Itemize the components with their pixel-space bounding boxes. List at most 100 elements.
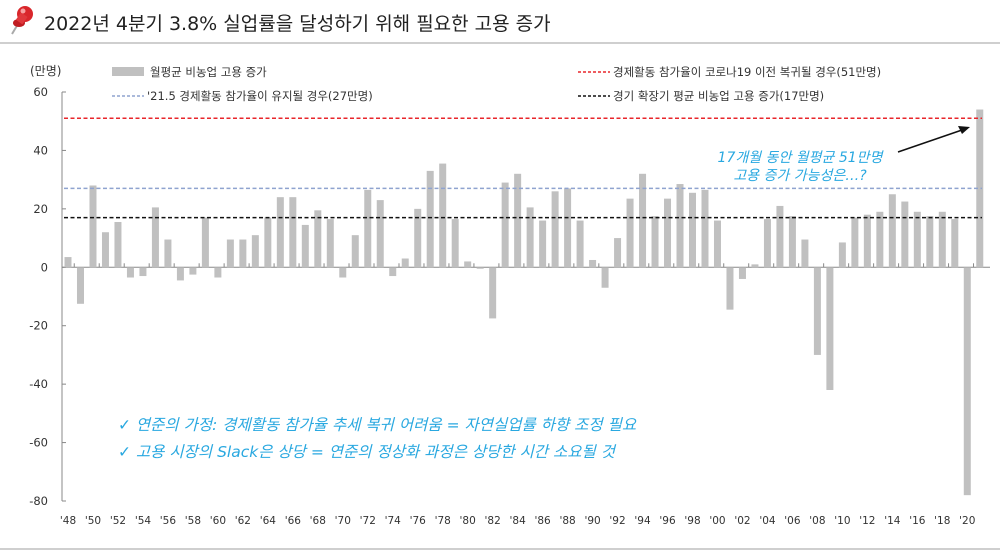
bar-2005 xyxy=(776,205,784,268)
x-tick-label: '14 xyxy=(884,515,901,527)
bar-2008 xyxy=(813,267,821,355)
bar-1957 xyxy=(176,267,184,281)
x-tick-label: '96 xyxy=(659,515,676,527)
x-tick-label: '04 xyxy=(759,515,776,527)
bar-2004 xyxy=(763,219,771,268)
x-tick-label: '62 xyxy=(235,515,251,527)
bar-1963 xyxy=(251,235,259,268)
bar-1948 xyxy=(64,257,72,268)
bar-2002 xyxy=(738,267,746,279)
notes: ✓ 연준의 가정: 경제활동 참가율 추세 복귀 어려움 = 자연실업률 하향 … xyxy=(118,416,637,461)
bar-1988 xyxy=(564,188,572,268)
bar-1965 xyxy=(276,197,284,268)
bar-1989 xyxy=(576,220,584,268)
y-tick-label: 0 xyxy=(41,260,48,274)
bar-1995 xyxy=(651,216,659,268)
bar-1996 xyxy=(664,198,672,268)
bar-1976 xyxy=(414,208,422,268)
bar-1973 xyxy=(376,200,384,268)
x-tick-label: '72 xyxy=(360,515,376,527)
x-tick-label: '50 xyxy=(85,515,101,527)
bar-1959 xyxy=(201,217,209,268)
y-tick-label: 60 xyxy=(33,85,48,99)
legend-swatch-bars xyxy=(112,67,144,76)
x-tick-label: '12 xyxy=(859,515,875,527)
bar-2001 xyxy=(726,267,734,310)
bar-2017 xyxy=(926,216,934,268)
bar-1977 xyxy=(426,170,434,268)
bar-1997 xyxy=(676,184,684,268)
y-tick-label: 40 xyxy=(33,143,48,157)
bar-2019 xyxy=(951,219,959,268)
legend-label-red: 경제활동 참가율이 코로나19 이전 복귀될 경우(51만명) xyxy=(613,65,881,79)
bar-1964 xyxy=(264,217,272,268)
bar-1972 xyxy=(364,189,372,268)
x-tick-label: '56 xyxy=(160,515,177,527)
x-tick-label: '64 xyxy=(260,515,277,527)
bar-1970 xyxy=(339,267,347,278)
bar-1979 xyxy=(451,219,459,268)
bar-1962 xyxy=(239,239,247,268)
y-tick-label: -20 xyxy=(29,319,48,333)
bar-1960 xyxy=(214,267,222,278)
x-tick-label: '48 xyxy=(60,515,76,527)
bar-2015 xyxy=(901,201,909,268)
bar-1954 xyxy=(139,267,147,277)
bar-2006 xyxy=(788,216,796,268)
bar-1993 xyxy=(626,198,634,268)
x-tick-label: '00 xyxy=(709,515,725,527)
bar-1953 xyxy=(126,267,134,278)
legend: 월평균 비농업 고용 증가 경제활동 참가율이 코로나19 이전 복귀될 경우(… xyxy=(112,65,881,103)
x-tick-label: '98 xyxy=(684,515,700,527)
bar-2014 xyxy=(888,194,896,268)
bar-2021 xyxy=(976,109,984,268)
bar-1951 xyxy=(101,232,109,268)
annotation-arrow xyxy=(897,129,963,153)
bar-1999 xyxy=(701,189,709,268)
bar-1969 xyxy=(326,219,334,268)
bar-1966 xyxy=(289,197,297,268)
bar-1998 xyxy=(689,192,696,268)
x-tick-label: '70 xyxy=(335,515,351,527)
legend-label-blue: '21.5 경제활동 참가율이 유지될 경우(27만명) xyxy=(147,89,373,103)
x-tick-label: '74 xyxy=(385,515,402,527)
bar-1971 xyxy=(351,235,359,268)
x-tick-label: '76 xyxy=(410,515,427,527)
x-tick-label: '54 xyxy=(135,515,152,527)
x-tick-label: '10 xyxy=(834,515,850,527)
x-tick-label: '88 xyxy=(559,515,575,527)
x-tick-label: '90 xyxy=(584,515,600,527)
pushpin-icon xyxy=(11,6,33,35)
bar-1978 xyxy=(439,163,447,268)
page-title: 2022년 4분기 3.8% 실업률을 달성하기 위해 필요한 고용 증가 xyxy=(44,13,551,35)
x-tick-label: '02 xyxy=(734,515,750,527)
bar-2007 xyxy=(801,239,809,268)
bar-2012 xyxy=(863,214,871,268)
x-tick-label: '66 xyxy=(285,515,302,527)
bar-1981 xyxy=(476,267,484,269)
bar-1975 xyxy=(401,258,409,268)
bar-1950 xyxy=(89,185,97,268)
note-1: ✓ 연준의 가정: 경제활동 참가율 추세 복귀 어려움 = 자연실업률 하향 … xyxy=(118,416,637,434)
x-tick-label: '60 xyxy=(210,515,226,527)
x-tick-label: '52 xyxy=(110,515,126,527)
bar-2011 xyxy=(851,217,859,268)
x-tick-label: '08 xyxy=(809,515,825,527)
bar-2013 xyxy=(876,211,884,268)
bar-1983 xyxy=(501,182,509,268)
y-tick-label: -60 xyxy=(29,436,48,450)
bar-1967 xyxy=(301,224,309,268)
x-tick-label: '82 xyxy=(485,515,501,527)
bar-1994 xyxy=(639,173,647,268)
bar-1974 xyxy=(389,267,397,277)
y-tick-label: -40 xyxy=(29,377,48,391)
bar-1986 xyxy=(539,220,547,268)
x-tick-label: '84 xyxy=(510,515,527,527)
annotation-line1: 17개월 동안 월평균 51만명 xyxy=(718,150,885,166)
bar-1968 xyxy=(314,210,322,268)
bar-1987 xyxy=(551,191,559,268)
x-tick-label: '86 xyxy=(534,515,551,527)
bar-1952 xyxy=(114,222,122,268)
bar-1990 xyxy=(589,259,597,268)
note-2: ✓ 고용 시장의 Slack은 상당 = 연준의 정상화 과정은 상당한 시간 … xyxy=(118,443,617,461)
